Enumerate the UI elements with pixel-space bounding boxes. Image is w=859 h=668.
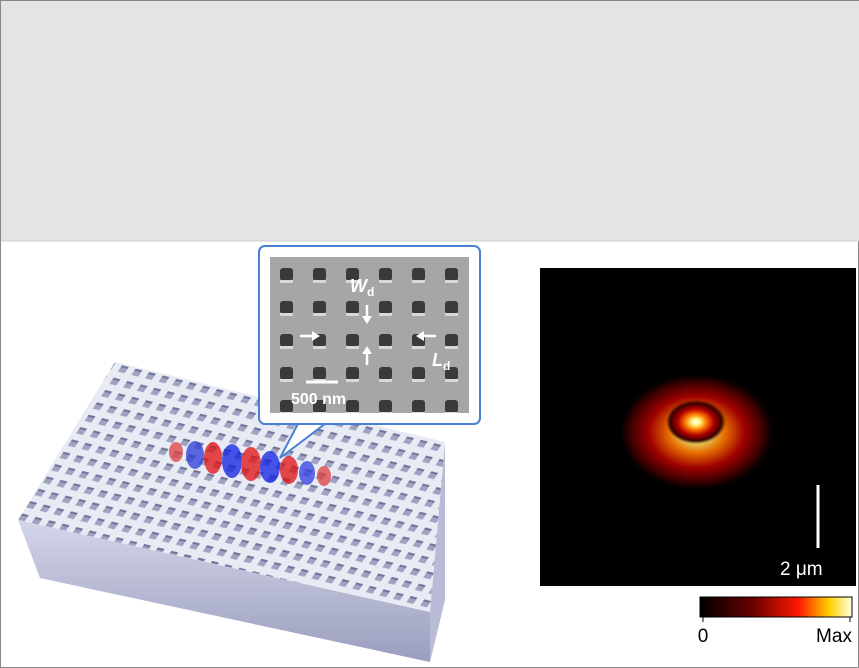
colorbar: 0 Max [698,596,853,647]
map-scale-label: 2 μm [780,559,823,580]
symbol: L [432,350,443,370]
subscript: d [367,285,374,299]
field-map: 2 μm [540,268,856,586]
symbol: W [350,276,369,296]
inset-scale-label: 500 nm [291,391,346,408]
header-panel [1,1,859,241]
width-label: Wd [350,276,374,299]
arrows [300,305,436,384]
inset-callout: Wd Ld 500 nm [258,245,481,459]
length-label: Ld [432,350,450,373]
colorbar-max: Max [816,626,852,647]
subscript: d [443,359,450,373]
colorbar-min: 0 [698,626,709,647]
sem-image [270,257,469,413]
